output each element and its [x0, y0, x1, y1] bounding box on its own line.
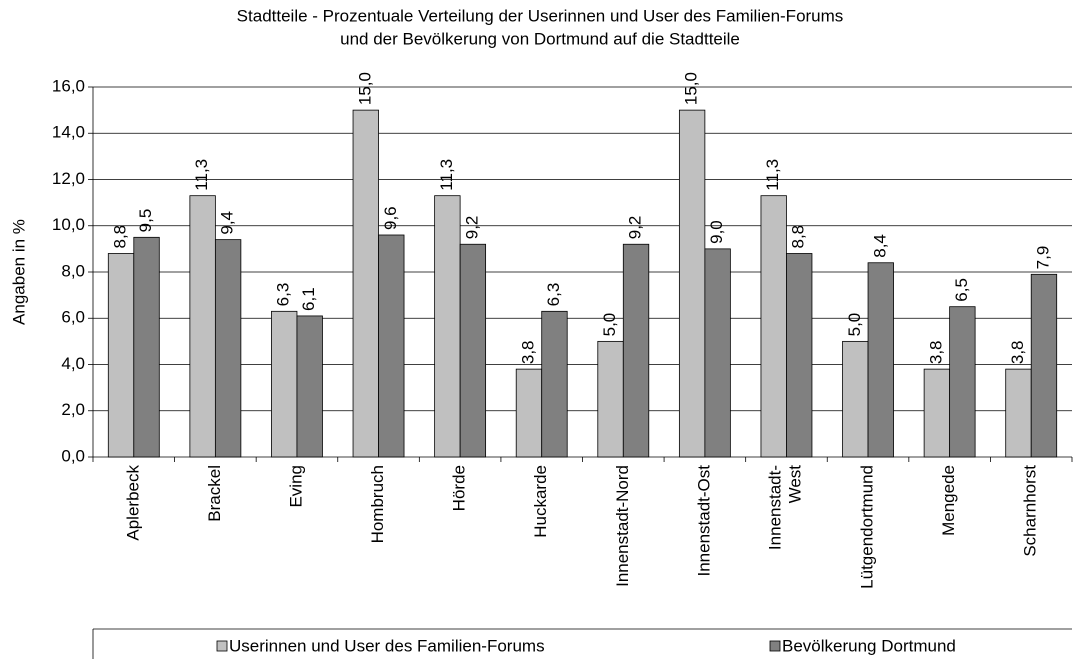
bar: [923, 368, 951, 458]
bar: [842, 340, 869, 458]
legend-swatch: [769, 640, 781, 652]
y-axis-label: Angaben in %: [9, 219, 28, 325]
bar: [133, 236, 160, 458]
x-tick-label: Huckarde: [531, 465, 550, 538]
value-label: 5,0: [845, 313, 864, 337]
value-label: 9,4: [218, 211, 237, 235]
value-label: 8,8: [789, 225, 808, 249]
bar: [867, 262, 894, 458]
y-tick-label: 6,0: [61, 308, 85, 327]
bar: [786, 253, 813, 458]
bar: [1030, 273, 1058, 458]
value-label: 9,5: [136, 209, 155, 233]
x-tick-label: Hörde: [450, 465, 469, 511]
value-label: 7,9: [1033, 246, 1052, 270]
x-tick-label: Innenstadt-Ost: [694, 465, 713, 577]
bar: [949, 306, 976, 458]
legend-swatch: [216, 640, 228, 652]
bar: [378, 234, 405, 458]
value-label: 5,0: [600, 313, 619, 337]
y-tick-label: 16,0: [52, 76, 85, 95]
value-label: 9,2: [462, 216, 481, 240]
value-label: 11,3: [763, 159, 782, 191]
x-tick-label: Aplerbeck: [123, 465, 142, 541]
y-tick-label: 0,0: [61, 446, 85, 465]
bar: [434, 195, 461, 458]
x-tick-label: Mengede: [939, 465, 958, 536]
x-tick-label: Eving: [286, 465, 305, 508]
value-label: 6,1: [299, 287, 318, 311]
chart-title: Stadtteile - Prozentuale Verteilung der …: [237, 6, 844, 25]
bar: [622, 243, 650, 458]
bar: [189, 195, 216, 458]
value-label: 9,2: [626, 216, 645, 240]
bar: [678, 109, 706, 458]
value-label: 8,8: [111, 225, 130, 249]
bar: [597, 340, 624, 458]
y-tick-label: 10,0: [52, 215, 85, 234]
bar: [352, 109, 379, 458]
value-label: 15,0: [355, 72, 374, 105]
value-label: 15,0: [682, 72, 701, 105]
value-label: 3,8: [1008, 340, 1027, 364]
value-label: 3,8: [518, 340, 537, 364]
value-label: 11,3: [192, 159, 211, 191]
bar: [214, 239, 242, 458]
legend-label: Userinnen und User des Familien-Forums: [229, 636, 545, 655]
bar: [271, 310, 298, 458]
value-label: 8,4: [870, 234, 889, 258]
x-tick-label: Innenstadt-Nord: [613, 465, 632, 587]
y-tick-label: 4,0: [61, 354, 85, 373]
legend-label: Bevölkerung Dortmund: [782, 636, 956, 655]
value-label: 3,8: [926, 340, 945, 364]
bar: [541, 310, 568, 458]
x-tick-label: Scharnhorst: [1021, 465, 1040, 557]
bar: [704, 248, 731, 458]
y-tick-label: 14,0: [52, 123, 85, 142]
bar: [459, 243, 487, 458]
x-tick-label: Lütgendortmund: [858, 465, 877, 589]
x-tick-label: Brackel: [205, 465, 224, 522]
value-label: 11,3: [437, 159, 456, 191]
y-tick-label: 8,0: [61, 261, 85, 280]
value-label: 9,0: [707, 220, 726, 244]
value-label: 9,6: [381, 206, 400, 230]
value-label: 6,5: [952, 278, 971, 302]
y-tick-label: 12,0: [52, 169, 85, 188]
chart-title: und der Bevölkerung von Dortmund auf die…: [340, 29, 740, 48]
y-tick-label: 2,0: [61, 400, 85, 419]
bar: [107, 253, 135, 458]
value-label: 6,3: [544, 283, 563, 307]
x-tick-label: Innenstadt-West: [766, 465, 805, 550]
bar: [760, 195, 787, 458]
x-tick-label: Hombruch: [368, 465, 387, 543]
bar: [296, 315, 323, 458]
value-label: 6,3: [274, 283, 293, 307]
bar: [1005, 368, 1032, 458]
bar: [515, 368, 543, 458]
